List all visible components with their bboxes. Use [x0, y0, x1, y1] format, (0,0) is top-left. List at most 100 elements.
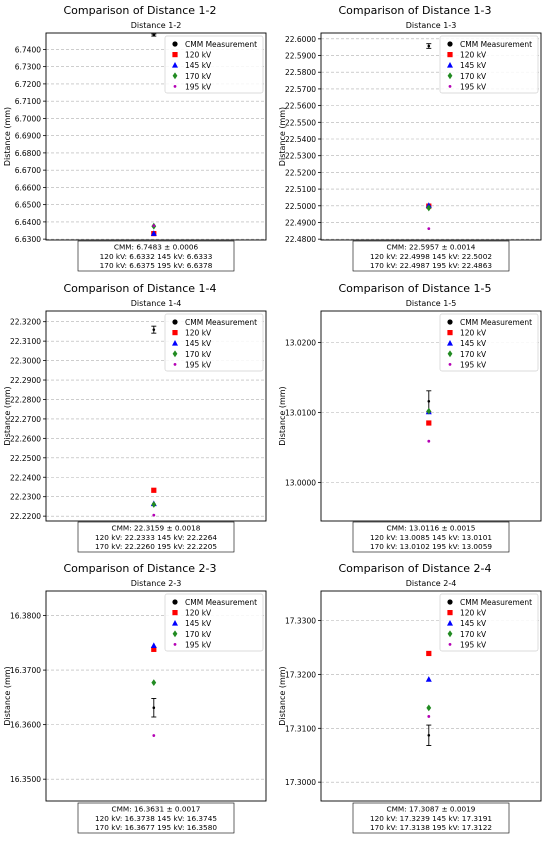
y-axis-label: Distance (mm) [278, 386, 287, 445]
y-tick-label: 6.6800 [15, 149, 41, 158]
legend-marker [172, 52, 178, 58]
data-point-170-kv [151, 679, 157, 687]
chart-subtitle: Distance 1-2 [131, 21, 182, 30]
legend-marker [173, 643, 177, 646]
chart-title: Comparison of Distance 1-5 [338, 282, 491, 295]
y-tick-label: 22.2300 [10, 493, 41, 502]
y-tick-label: 22.4900 [285, 218, 316, 227]
data-point-cmm [427, 734, 431, 737]
summary-line: 120 kV: 22.2333 145 kV: 22.2264 [95, 533, 217, 542]
legend-label: 145 kV [460, 619, 487, 628]
legend-marker [447, 599, 453, 605]
legend-marker [448, 85, 452, 88]
chart-title: Comparison of Distance 2-4 [338, 562, 491, 575]
y-tick-label: 22.6000 [285, 35, 316, 44]
legend-label: 170 kV [460, 630, 487, 639]
y-tick-label: 17.3300 [285, 617, 316, 626]
legend-marker [447, 350, 453, 358]
y-tick-label: 22.3000 [10, 357, 41, 366]
legend-marker [447, 72, 453, 80]
y-tick-label: 22.5100 [285, 185, 316, 194]
summary-line: CMM: 17.3087 ± 0.0019 [387, 805, 476, 814]
legend-marker [172, 630, 178, 638]
plot-area [320, 310, 542, 522]
data-point-195-kv [427, 715, 431, 718]
legend-marker [447, 630, 453, 638]
data-point-120-kv [426, 650, 432, 657]
y-axis-label: Distance (mm) [3, 386, 12, 445]
legend-label: 145 kV [185, 619, 212, 628]
plot-area [45, 590, 267, 802]
data-point-195-kv [152, 734, 156, 737]
summary-line: 170 kV: 6.6375 195 kV: 6.6378 [100, 261, 213, 270]
legend-marker [447, 610, 453, 616]
y-tick-label: 16.3700 [10, 666, 41, 675]
summary-line: CMM: 6.7483 ± 0.0006 [114, 243, 199, 252]
legend-box [439, 35, 539, 94]
summary-box [77, 240, 235, 272]
y-tick-label: 6.6500 [15, 201, 41, 210]
y-tick-label: 22.2200 [10, 512, 41, 521]
legend-marker [447, 41, 453, 47]
y-tick-label: 6.6300 [15, 235, 41, 244]
y-tick-label: 22.2400 [10, 473, 41, 482]
y-tick-label: 6.7000 [15, 114, 41, 123]
legend-marker [448, 643, 452, 646]
chart-title: Comparison of Distance 2-3 [63, 562, 216, 575]
y-axis-label: Distance (mm) [278, 107, 287, 166]
y-tick-label: 22.2500 [10, 454, 41, 463]
data-point-cmm [152, 33, 156, 37]
data-point-cmm [427, 44, 431, 48]
legend-label: 195 kV [185, 360, 212, 369]
summary-line: CMM: 22.5957 ± 0.0014 [387, 243, 476, 252]
y-tick-label: 22.3200 [10, 318, 41, 327]
summary-box [77, 521, 235, 553]
plot-area [45, 310, 267, 522]
y-tick-label: 22.5800 [285, 68, 316, 77]
legend-box [164, 593, 264, 652]
y-tick-label: 6.7100 [15, 97, 41, 106]
y-tick-label: 22.4800 [285, 235, 316, 244]
data-point-145-kv [150, 230, 157, 236]
data-point-170-kv [426, 204, 432, 212]
summary-line: 120 kV: 6.6332 145 kV: 6.6333 [100, 252, 213, 261]
chart-subtitle: Distance 2-3 [131, 579, 182, 588]
legend-label: 120 kV [185, 329, 212, 338]
legend-label: CMM Measurement [185, 318, 257, 327]
y-tick-label: 22.5900 [285, 52, 316, 61]
legend-marker [173, 85, 177, 88]
legend-label: 195 kV [460, 82, 487, 91]
data-point-195-kv [152, 224, 156, 228]
summary-line: 170 kV: 22.2260 195 kV: 22.2205 [95, 542, 217, 551]
legend-box [439, 313, 539, 372]
legend-marker [447, 319, 453, 325]
legend-marker [172, 599, 178, 605]
y-tick-label: 6.6900 [15, 132, 41, 141]
y-tick-label: 22.5600 [285, 102, 316, 111]
summary-line: CMM: 13.0116 ± 0.0015 [387, 524, 476, 533]
legend-label: CMM Measurement [460, 318, 532, 327]
chart-subtitle: Distance 1-5 [406, 299, 457, 308]
summary-box [352, 240, 510, 272]
chart-subtitle: Distance 1-3 [406, 21, 457, 30]
chart-panel-6: Comparison of Distance 2-4 Distance 2-4 17… [278, 562, 542, 834]
data-point-cmm [427, 400, 431, 403]
legend-label: 120 kV [460, 329, 487, 338]
legend-label: 170 kV [460, 350, 487, 359]
y-tick-label: 22.5700 [285, 85, 316, 94]
y-tick-label: 22.5500 [285, 118, 316, 127]
plot-area [320, 32, 542, 241]
legend-label: 195 kV [460, 640, 487, 649]
y-tick-label: 22.2700 [10, 415, 41, 424]
summary-box [352, 521, 510, 553]
legend-label: 120 kV [185, 609, 212, 618]
legend-label: 170 kV [185, 72, 212, 81]
y-tick-label: 6.7300 [15, 63, 41, 72]
data-point-170-kv [426, 407, 432, 415]
data-point-145-kv [150, 642, 157, 648]
